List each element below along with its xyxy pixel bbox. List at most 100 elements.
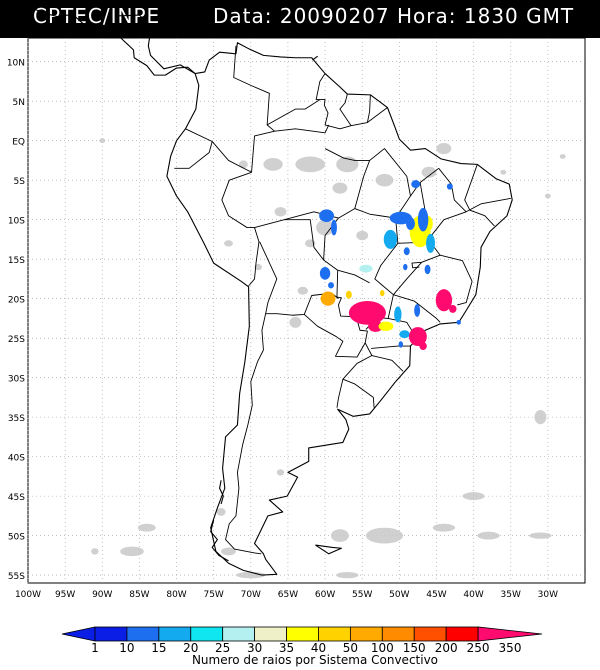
political-border xyxy=(421,254,441,263)
cloud-patch xyxy=(224,240,233,247)
colorbar-swatch xyxy=(158,626,192,642)
convective-system xyxy=(456,319,461,325)
political-border xyxy=(411,261,422,269)
convective-system xyxy=(411,180,421,189)
cloud-patch xyxy=(432,523,456,532)
cloud-patch xyxy=(500,169,507,175)
political-border xyxy=(371,355,404,372)
colorbar-swatch xyxy=(286,626,319,642)
cloud-patch xyxy=(316,219,334,236)
latitude-label: 5S xyxy=(14,177,26,187)
cloud-patch xyxy=(544,193,551,199)
colorbar-tick-label: 250 xyxy=(467,641,490,655)
political-border xyxy=(354,208,399,330)
coastline xyxy=(210,519,229,562)
longitude-label: 50W xyxy=(389,590,409,600)
political-border xyxy=(221,171,260,287)
colorbar-tick-label: 40 xyxy=(311,641,326,655)
colorbar-tick-label: 1 xyxy=(91,641,99,655)
coastline xyxy=(27,5,196,76)
longitude-label: 30W xyxy=(538,590,558,600)
longitude-label: 65W xyxy=(278,590,298,600)
convective-system xyxy=(348,301,386,325)
convective-system xyxy=(320,291,336,306)
political-border xyxy=(465,197,511,213)
colorbar-left-arrow xyxy=(61,626,96,642)
datetime-label: Data: 20090207 Hora: 1830 GMT xyxy=(213,4,574,28)
cloud-patch xyxy=(297,286,308,295)
convective-system xyxy=(403,263,408,271)
political-border xyxy=(266,99,321,126)
political-border xyxy=(393,262,422,295)
cloud-patch xyxy=(221,547,236,556)
cloud-patch xyxy=(120,546,144,557)
colorbar-tick-label: 50 xyxy=(343,641,358,655)
longitude-label: 70W xyxy=(241,590,261,600)
convective-system xyxy=(408,327,427,347)
latitude-label: 10S xyxy=(8,217,25,227)
longitude-label: 100W xyxy=(15,590,41,600)
convective-system xyxy=(449,304,457,313)
convective-system xyxy=(394,306,402,323)
colorbar-right-arrow xyxy=(477,626,543,642)
colorbar-swatch xyxy=(413,626,447,642)
latitude-label: 20S xyxy=(8,296,25,306)
time-zone: GMT xyxy=(526,4,575,28)
convective-system xyxy=(368,320,383,332)
colorbar-tick-label: 200 xyxy=(435,641,458,655)
cloud-patch xyxy=(375,173,394,187)
political-border xyxy=(274,124,330,134)
convective-system xyxy=(378,321,394,332)
colorbar-tick-label: 100 xyxy=(371,641,394,655)
cloud-patch xyxy=(534,410,547,425)
cloud-patch xyxy=(263,158,283,171)
convective-system xyxy=(398,341,404,348)
political-border xyxy=(336,379,344,408)
cloud-patch xyxy=(276,469,285,476)
latitude-label: 10N xyxy=(7,59,25,69)
convective-system xyxy=(424,264,431,275)
latitude-label: 30S xyxy=(8,375,25,385)
cloud-patch xyxy=(462,492,485,501)
political-border xyxy=(339,93,352,126)
longitude-label: 85W xyxy=(129,590,149,600)
latitude-label: 45S xyxy=(8,493,25,503)
coastline xyxy=(166,42,513,576)
colorbar-tick-label: 25 xyxy=(215,641,230,655)
cloud-patch xyxy=(289,316,302,328)
longitude-label: 55W xyxy=(352,590,372,600)
colorbar-tick-label: 10 xyxy=(119,641,134,655)
convective-system xyxy=(406,217,415,230)
cloud-patch xyxy=(99,138,106,144)
cloud-patch xyxy=(477,531,500,540)
convective-system xyxy=(328,282,334,289)
political-border xyxy=(315,73,388,130)
political-border xyxy=(427,168,467,240)
convective-system xyxy=(426,233,435,253)
cloud-patch xyxy=(529,532,552,539)
convective-system xyxy=(319,209,334,223)
colorbar-tick-labels: 1 10 15 20 25 30 35 40 50 100 150 200 250 350 xyxy=(91,641,521,655)
political-border xyxy=(225,313,267,555)
political-border xyxy=(393,294,441,323)
colorbar-swatch xyxy=(381,626,415,642)
political-border xyxy=(337,269,370,284)
map-frame xyxy=(27,37,586,584)
convective-system xyxy=(435,289,453,312)
colorbar-swatch xyxy=(126,626,160,642)
colorbar-tick-label: 15 xyxy=(151,641,166,655)
cloud-patch xyxy=(559,154,566,159)
longitude-label: 75W xyxy=(203,590,223,600)
convective-system xyxy=(319,267,331,280)
colorbar-swatch xyxy=(318,626,351,642)
longitude-label: 90W xyxy=(92,590,112,600)
longitude-label: 35W xyxy=(501,590,521,600)
political-border xyxy=(303,314,366,358)
convective-system xyxy=(331,219,337,236)
latitude-label: EQ xyxy=(12,138,25,148)
cloud-patch xyxy=(336,571,359,579)
longitude-label: 95W xyxy=(55,590,75,600)
political-border xyxy=(254,219,375,408)
colorbar-swatch xyxy=(445,626,479,642)
